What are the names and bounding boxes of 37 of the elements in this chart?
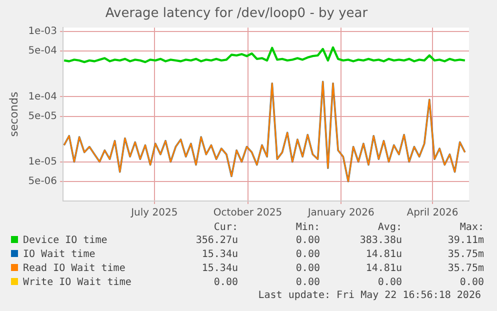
text: 383.38u [358,234,403,248]
text: 14.81u [364,248,403,262]
text: Max: [458,222,485,234]
text: 0.00 [212,276,239,290]
y-tick-label: 5e-04 [28,46,58,57]
legend-label: Device IO time [22,234,108,248]
text: 356.27u [194,234,239,248]
text: Min: [294,222,321,234]
text: 35.75m [446,248,485,262]
text: 0.00 [458,276,485,290]
text: 0.00 [294,248,321,262]
text: 0.00 [376,276,403,290]
legend-label: Write IO Wait time [22,276,132,290]
y-tick-label: 5e-06 [28,176,58,187]
text: 0.00 [294,262,321,276]
text: 14.81u [364,262,403,276]
y-tick-label: 1e-04 [28,91,58,102]
x-tick-label: April 2026 [406,208,458,219]
y-tick-label: 5e-05 [28,110,58,122]
text: 15.34u [200,262,239,276]
text: 39.11m [446,234,485,248]
x-tick-label: October 2025 [213,208,282,219]
x-tick-label: July 2025 [130,208,178,219]
text: Cur: [212,222,239,234]
legend-label: IO Wait time [22,248,96,262]
text: 0.00 [294,276,321,290]
text: 0.00 [294,234,321,248]
chart-title: Average latency for /dev/loop0 - by year [105,6,368,22]
y-axis-title: seconds [7,92,20,137]
x-tick-label: January 2026 [306,208,374,219]
text: Last update: Fri May 22 16:56:18 2026 [257,290,482,301]
legend-label: Read IO Wait time [22,262,126,276]
text: Avg: [376,222,403,234]
y-tick-label: 1e-05 [28,156,58,168]
text: 15.34u [200,248,239,262]
y-tick-label: 1e-03 [28,26,58,38]
text: 35.75m [446,262,485,276]
